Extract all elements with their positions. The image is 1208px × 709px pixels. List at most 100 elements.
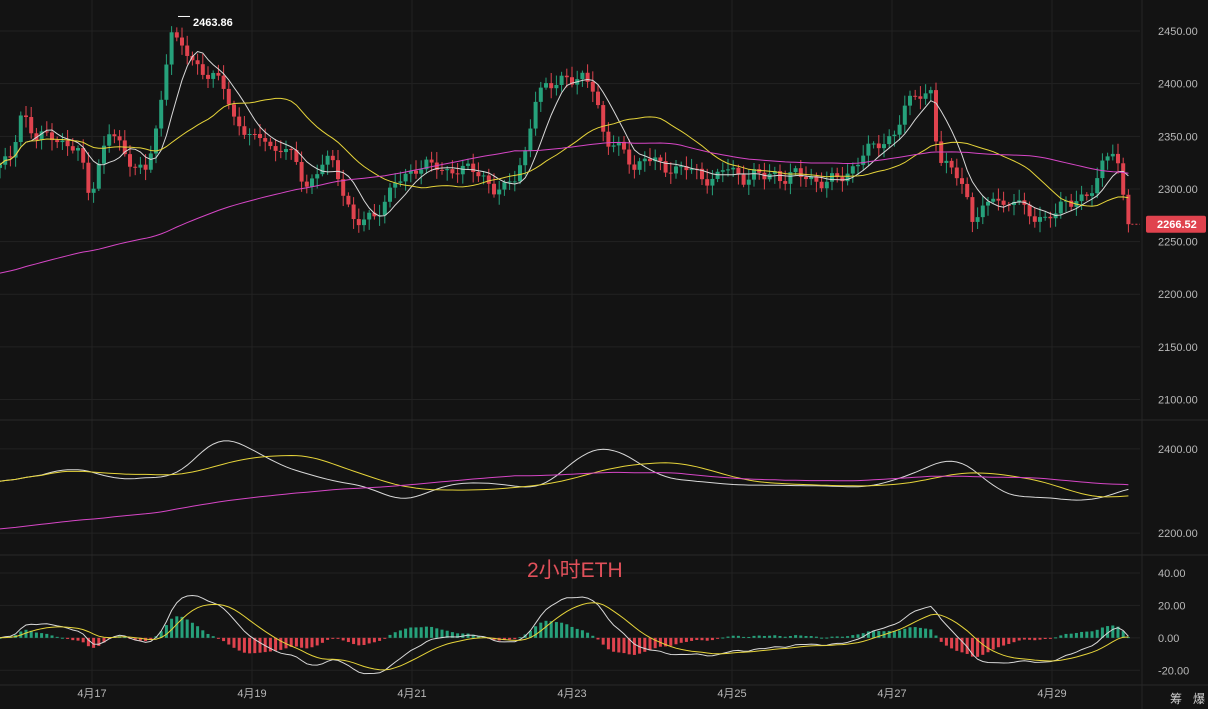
candle-up[interactable] — [518, 165, 522, 182]
candle-up[interactable] — [830, 173, 834, 182]
ma-overview-pane[interactable] — [0, 440, 1129, 530]
candle-up[interactable] — [320, 164, 325, 175]
candle-down[interactable] — [840, 177, 845, 182]
candle-up[interactable] — [653, 157, 658, 162]
candle-up[interactable] — [445, 169, 450, 171]
candle-down[interactable] — [970, 197, 975, 222]
candle-up[interactable] — [481, 175, 486, 177]
candle-down[interactable] — [273, 146, 278, 151]
candle-down[interactable] — [356, 219, 361, 226]
candle-up[interactable] — [76, 148, 80, 151]
candle-up[interactable] — [986, 201, 990, 206]
candle-down[interactable] — [606, 131, 611, 147]
candle-up[interactable] — [523, 150, 528, 166]
candle-down[interactable] — [585, 72, 590, 82]
candle-up[interactable] — [720, 170, 725, 172]
candle-down[interactable] — [1048, 216, 1053, 219]
candle-down[interactable] — [304, 181, 309, 187]
candle-up[interactable] — [315, 174, 320, 179]
candle-up[interactable] — [408, 170, 413, 174]
candle-down[interactable] — [351, 204, 356, 220]
candle-down[interactable] — [658, 157, 663, 162]
candle-down[interactable] — [44, 131, 49, 133]
candle-down[interactable] — [8, 156, 13, 158]
candle-up[interactable] — [13, 142, 18, 158]
candle-up[interactable] — [637, 161, 642, 170]
candle-up[interactable] — [611, 145, 616, 147]
candle-down[interactable] — [206, 74, 210, 79]
candle-up[interactable] — [148, 153, 153, 170]
candle-down[interactable] — [221, 75, 226, 89]
candle-down[interactable] — [24, 115, 28, 118]
candle-up[interactable] — [866, 143, 871, 156]
candle-up[interactable] — [325, 155, 330, 165]
candle-up[interactable] — [60, 140, 65, 143]
candle-up[interactable] — [642, 158, 647, 162]
candle-up[interactable] — [367, 212, 372, 220]
candle-down[interactable] — [429, 159, 434, 163]
candle-up[interactable] — [0, 164, 2, 168]
candle-up[interactable] — [512, 181, 517, 183]
candle-up[interactable] — [897, 124, 902, 135]
candle-down[interactable] — [632, 164, 637, 170]
candle-up[interactable] — [554, 84, 559, 89]
candle-down[interactable] — [440, 169, 444, 171]
candle-up[interactable] — [824, 181, 829, 189]
candle-up[interactable] — [788, 172, 793, 184]
candle-up[interactable] — [892, 134, 897, 137]
candle-down[interactable] — [190, 55, 195, 61]
candle-down[interactable] — [700, 168, 704, 180]
candle-down[interactable] — [663, 161, 668, 173]
candle-down[interactable] — [486, 175, 491, 184]
candle-down[interactable] — [1027, 204, 1032, 217]
candle-up[interactable] — [18, 115, 23, 143]
candle-up[interactable] — [882, 144, 886, 149]
candle-down[interactable] — [252, 133, 257, 135]
candle-down[interactable] — [242, 126, 247, 135]
candle-up[interactable] — [159, 99, 164, 129]
candle-down[interactable] — [117, 136, 122, 141]
candle-down[interactable] — [627, 149, 632, 165]
candle-down[interactable] — [471, 163, 476, 173]
candle-down[interactable] — [601, 105, 606, 132]
candle-up[interactable] — [1058, 201, 1063, 214]
candlestick-pane[interactable] — [0, 15, 1140, 274]
candle-up[interactable] — [856, 164, 860, 167]
candle-down[interactable] — [143, 164, 148, 170]
candle-down[interactable] — [590, 81, 595, 92]
candle-down[interactable] — [757, 169, 762, 173]
candle-down[interactable] — [133, 166, 138, 168]
candle-down[interactable] — [81, 148, 86, 163]
candle-up[interactable] — [403, 173, 408, 182]
candle-down[interactable] — [70, 146, 75, 151]
candle-up[interactable] — [388, 187, 392, 202]
candle-down[interactable] — [835, 173, 840, 178]
candle-up[interactable] — [1105, 156, 1110, 161]
candle-down[interactable] — [65, 140, 70, 147]
chip-distribution-button[interactable]: 筹 — [1170, 692, 1183, 706]
candle-down[interactable] — [564, 75, 569, 78]
candle-down[interactable] — [299, 161, 304, 182]
candle-up[interactable] — [710, 178, 715, 186]
candle-down[interactable] — [263, 138, 268, 142]
candle-up[interactable] — [944, 160, 949, 163]
candle-down[interactable] — [185, 45, 190, 56]
candle-down[interactable] — [216, 72, 221, 76]
candle-up[interactable] — [991, 198, 996, 202]
candle-up[interactable] — [975, 217, 980, 222]
candle-down[interactable] — [237, 116, 242, 127]
candle-down[interactable] — [622, 141, 626, 150]
candle-up[interactable] — [559, 75, 564, 85]
candle-down[interactable] — [954, 167, 959, 179]
candle-up[interactable] — [850, 166, 855, 174]
candle-down[interactable] — [1001, 200, 1006, 205]
candle-down[interactable] — [648, 158, 652, 162]
candle-up[interactable] — [460, 165, 465, 175]
candle-up[interactable] — [533, 101, 538, 129]
candle-up[interactable] — [310, 178, 314, 187]
candle-up[interactable] — [580, 72, 585, 80]
candle-down[interactable] — [684, 166, 689, 171]
candle-down[interactable] — [949, 160, 954, 168]
candle-up[interactable] — [382, 201, 387, 216]
candle-down[interactable] — [476, 172, 481, 177]
